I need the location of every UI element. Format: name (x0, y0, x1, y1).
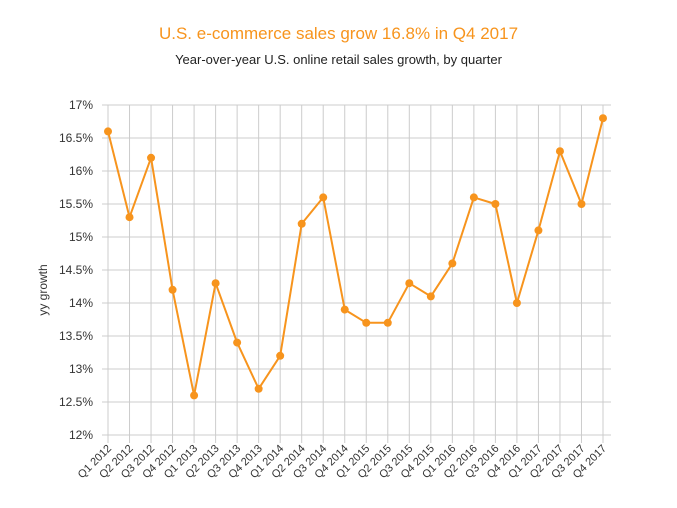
data-point (599, 114, 607, 123)
data-point (362, 318, 371, 327)
data-point (168, 285, 177, 294)
data-point (125, 213, 134, 222)
data-point (534, 226, 543, 235)
data-point (448, 259, 457, 268)
data-point (426, 292, 435, 301)
y-tick-label: 14.5% (59, 263, 93, 277)
y-tick-label: 12.5% (59, 395, 93, 409)
data-point (211, 279, 220, 288)
data-point (104, 127, 112, 136)
y-tick-label: 17% (69, 98, 93, 112)
y-tick-label: 13.5% (59, 329, 93, 343)
data-point (276, 351, 285, 360)
data-point (319, 193, 328, 202)
series-layer (104, 114, 607, 400)
data-point (405, 279, 414, 288)
chart-title: U.S. e-commerce sales grow 16.8% in Q4 2… (158, 24, 519, 43)
data-point (340, 305, 349, 314)
y-tick-label: 16.5% (59, 131, 93, 145)
data-point (383, 318, 392, 327)
y-tick-label: 15.5% (59, 197, 93, 211)
data-point (297, 219, 306, 228)
data-point (254, 384, 263, 393)
data-point (555, 147, 564, 156)
data-point (147, 153, 156, 162)
y-tick-label: 15% (69, 230, 93, 244)
y-tick-label: 16% (69, 164, 93, 178)
y-tick-label: 12% (69, 428, 93, 442)
y-axis-ticks: 12% 12.5% 13% 13.5% 14% 14.5% 15% 15.5% 16% 16.5%… (59, 98, 93, 442)
data-point (577, 200, 586, 208)
y-tick-label: 13% (69, 362, 93, 376)
series-line (107, 117, 604, 397)
y-tick-label: 14% (69, 296, 93, 310)
data-point (469, 193, 478, 202)
data-point (233, 338, 242, 347)
chart-subtitle: Year-over-year U.S. online retail sales … (175, 52, 502, 67)
grid (102, 104, 611, 443)
y-axis-label: yy growth (36, 264, 50, 315)
data-point (512, 299, 521, 307)
data-point (491, 200, 500, 208)
data-point (190, 391, 199, 400)
